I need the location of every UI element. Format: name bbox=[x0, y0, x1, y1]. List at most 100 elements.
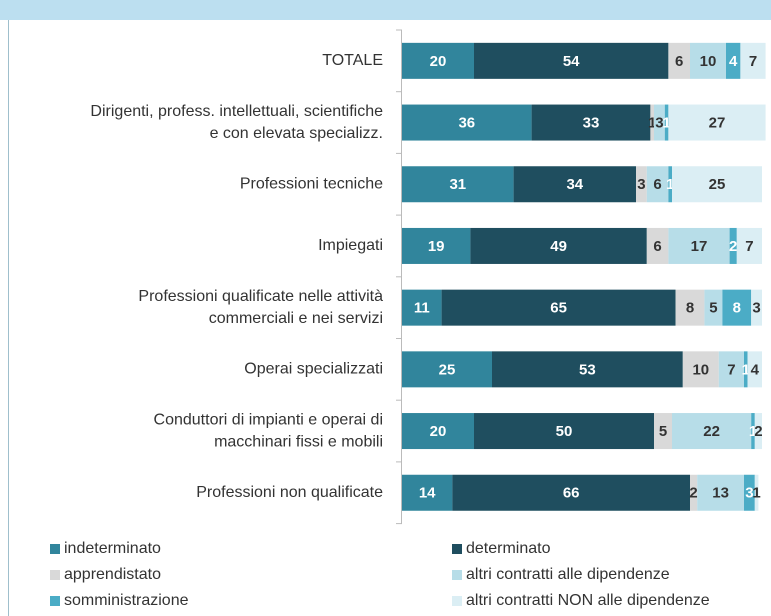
data-label: 3 bbox=[637, 176, 645, 193]
data-label: 34 bbox=[566, 176, 583, 193]
data-label: 3 bbox=[655, 115, 663, 132]
data-label: 17 bbox=[691, 238, 708, 255]
data-label: 4 bbox=[729, 53, 738, 70]
data-label: 14 bbox=[419, 485, 436, 502]
legend-label: altri contratti NON alle dipendenze bbox=[466, 592, 710, 609]
bar-segment bbox=[747, 351, 762, 388]
data-label: 54 bbox=[563, 53, 580, 70]
bar-segment bbox=[744, 351, 748, 388]
bar-segment bbox=[740, 42, 766, 79]
category-label: Conduttori di impianti e operai di bbox=[154, 411, 383, 428]
category-label: TOTALE bbox=[322, 52, 383, 69]
bar-segment bbox=[754, 413, 762, 450]
bar-segment bbox=[690, 42, 726, 79]
bar-segment bbox=[654, 104, 665, 141]
data-label: 22 bbox=[703, 423, 720, 440]
bar-segment bbox=[668, 227, 730, 264]
bar-segment bbox=[664, 104, 669, 141]
data-label: 10 bbox=[700, 53, 717, 70]
data-label: 31 bbox=[449, 176, 466, 193]
data-label: 66 bbox=[563, 485, 580, 502]
legend-label: determinato bbox=[466, 540, 551, 557]
category-label: Professioni non qualificate bbox=[196, 484, 383, 501]
data-label: 25 bbox=[439, 361, 456, 378]
bar-segment bbox=[704, 289, 723, 326]
bar-segment bbox=[736, 227, 762, 264]
data-label: 1 bbox=[662, 115, 670, 132]
data-label: 1 bbox=[648, 115, 656, 132]
bar-segment bbox=[402, 351, 492, 388]
bar-segment bbox=[668, 42, 690, 79]
category-label: macchinari fissi e mobili bbox=[214, 433, 383, 450]
data-label: 20 bbox=[430, 423, 447, 440]
bar-segment bbox=[492, 351, 683, 388]
bar-segment bbox=[474, 413, 654, 450]
legend-label: somministrazione bbox=[64, 592, 189, 609]
data-label: 33 bbox=[583, 115, 600, 132]
bar-segment bbox=[402, 42, 474, 79]
bar-segment bbox=[672, 166, 762, 203]
bar-segment bbox=[751, 289, 762, 326]
category-label: Operai specializzati bbox=[244, 361, 383, 378]
data-label: 1 bbox=[749, 423, 757, 440]
legend-label: indeterminato bbox=[64, 540, 161, 557]
bar-segment bbox=[402, 413, 474, 450]
data-label: 36 bbox=[458, 115, 475, 132]
category-label: commerciali e nei servizi bbox=[209, 310, 383, 327]
data-label: 10 bbox=[692, 361, 709, 378]
category-label: Impiegati bbox=[318, 237, 383, 254]
bar-segment bbox=[690, 474, 698, 511]
legend-swatch bbox=[50, 596, 60, 606]
bar-segment bbox=[636, 166, 647, 203]
data-label: 5 bbox=[709, 300, 717, 317]
legend-swatch bbox=[452, 570, 462, 580]
bar-segment bbox=[675, 289, 705, 326]
bar-segment bbox=[470, 227, 647, 264]
legend-label: apprendistato bbox=[64, 566, 161, 583]
category-label: e con elevata specializz. bbox=[210, 125, 383, 142]
data-label: 6 bbox=[675, 53, 683, 70]
header-band bbox=[0, 0, 771, 20]
bar-segment bbox=[402, 474, 453, 511]
legend-swatch bbox=[452, 596, 462, 606]
data-label: 1 bbox=[752, 485, 760, 502]
bar-segment bbox=[402, 166, 514, 203]
bar-segment bbox=[402, 289, 442, 326]
data-label: 1 bbox=[666, 176, 674, 193]
data-label: 27 bbox=[709, 115, 726, 132]
data-label: 19 bbox=[428, 238, 445, 255]
data-label: 2 bbox=[754, 423, 762, 440]
data-label: 7 bbox=[745, 238, 753, 255]
data-label: 49 bbox=[550, 238, 567, 255]
bar-segment bbox=[718, 351, 744, 388]
bar-segment bbox=[722, 289, 752, 326]
bar-segment bbox=[646, 166, 669, 203]
data-label: 11 bbox=[414, 300, 430, 317]
bar-segment bbox=[726, 42, 741, 79]
data-label: 2 bbox=[729, 238, 737, 255]
data-label: 50 bbox=[556, 423, 573, 440]
data-label: 3 bbox=[745, 485, 753, 502]
bar-segment bbox=[474, 42, 669, 79]
data-label: 6 bbox=[653, 238, 661, 255]
data-label: 13 bbox=[712, 485, 729, 502]
data-label: 1 bbox=[742, 361, 750, 378]
data-label: 7 bbox=[749, 53, 757, 70]
legend-swatch bbox=[50, 544, 60, 554]
bar-segment bbox=[668, 104, 766, 141]
bar-segment bbox=[654, 413, 672, 450]
bar-segment bbox=[650, 104, 654, 141]
bar-segment bbox=[531, 104, 651, 141]
bar-segment bbox=[754, 474, 759, 511]
bar-segment bbox=[646, 227, 669, 264]
data-label: 53 bbox=[579, 361, 596, 378]
bar-segment bbox=[402, 227, 471, 264]
data-label: 65 bbox=[550, 300, 567, 317]
category-label: Dirigenti, profess. intellettuali, scien… bbox=[90, 103, 383, 120]
category-label: Professioni tecniche bbox=[240, 175, 383, 192]
bar-segment bbox=[513, 166, 636, 203]
data-label: 20 bbox=[430, 53, 447, 70]
bar-segment bbox=[682, 351, 719, 388]
bar-segment bbox=[668, 166, 672, 203]
